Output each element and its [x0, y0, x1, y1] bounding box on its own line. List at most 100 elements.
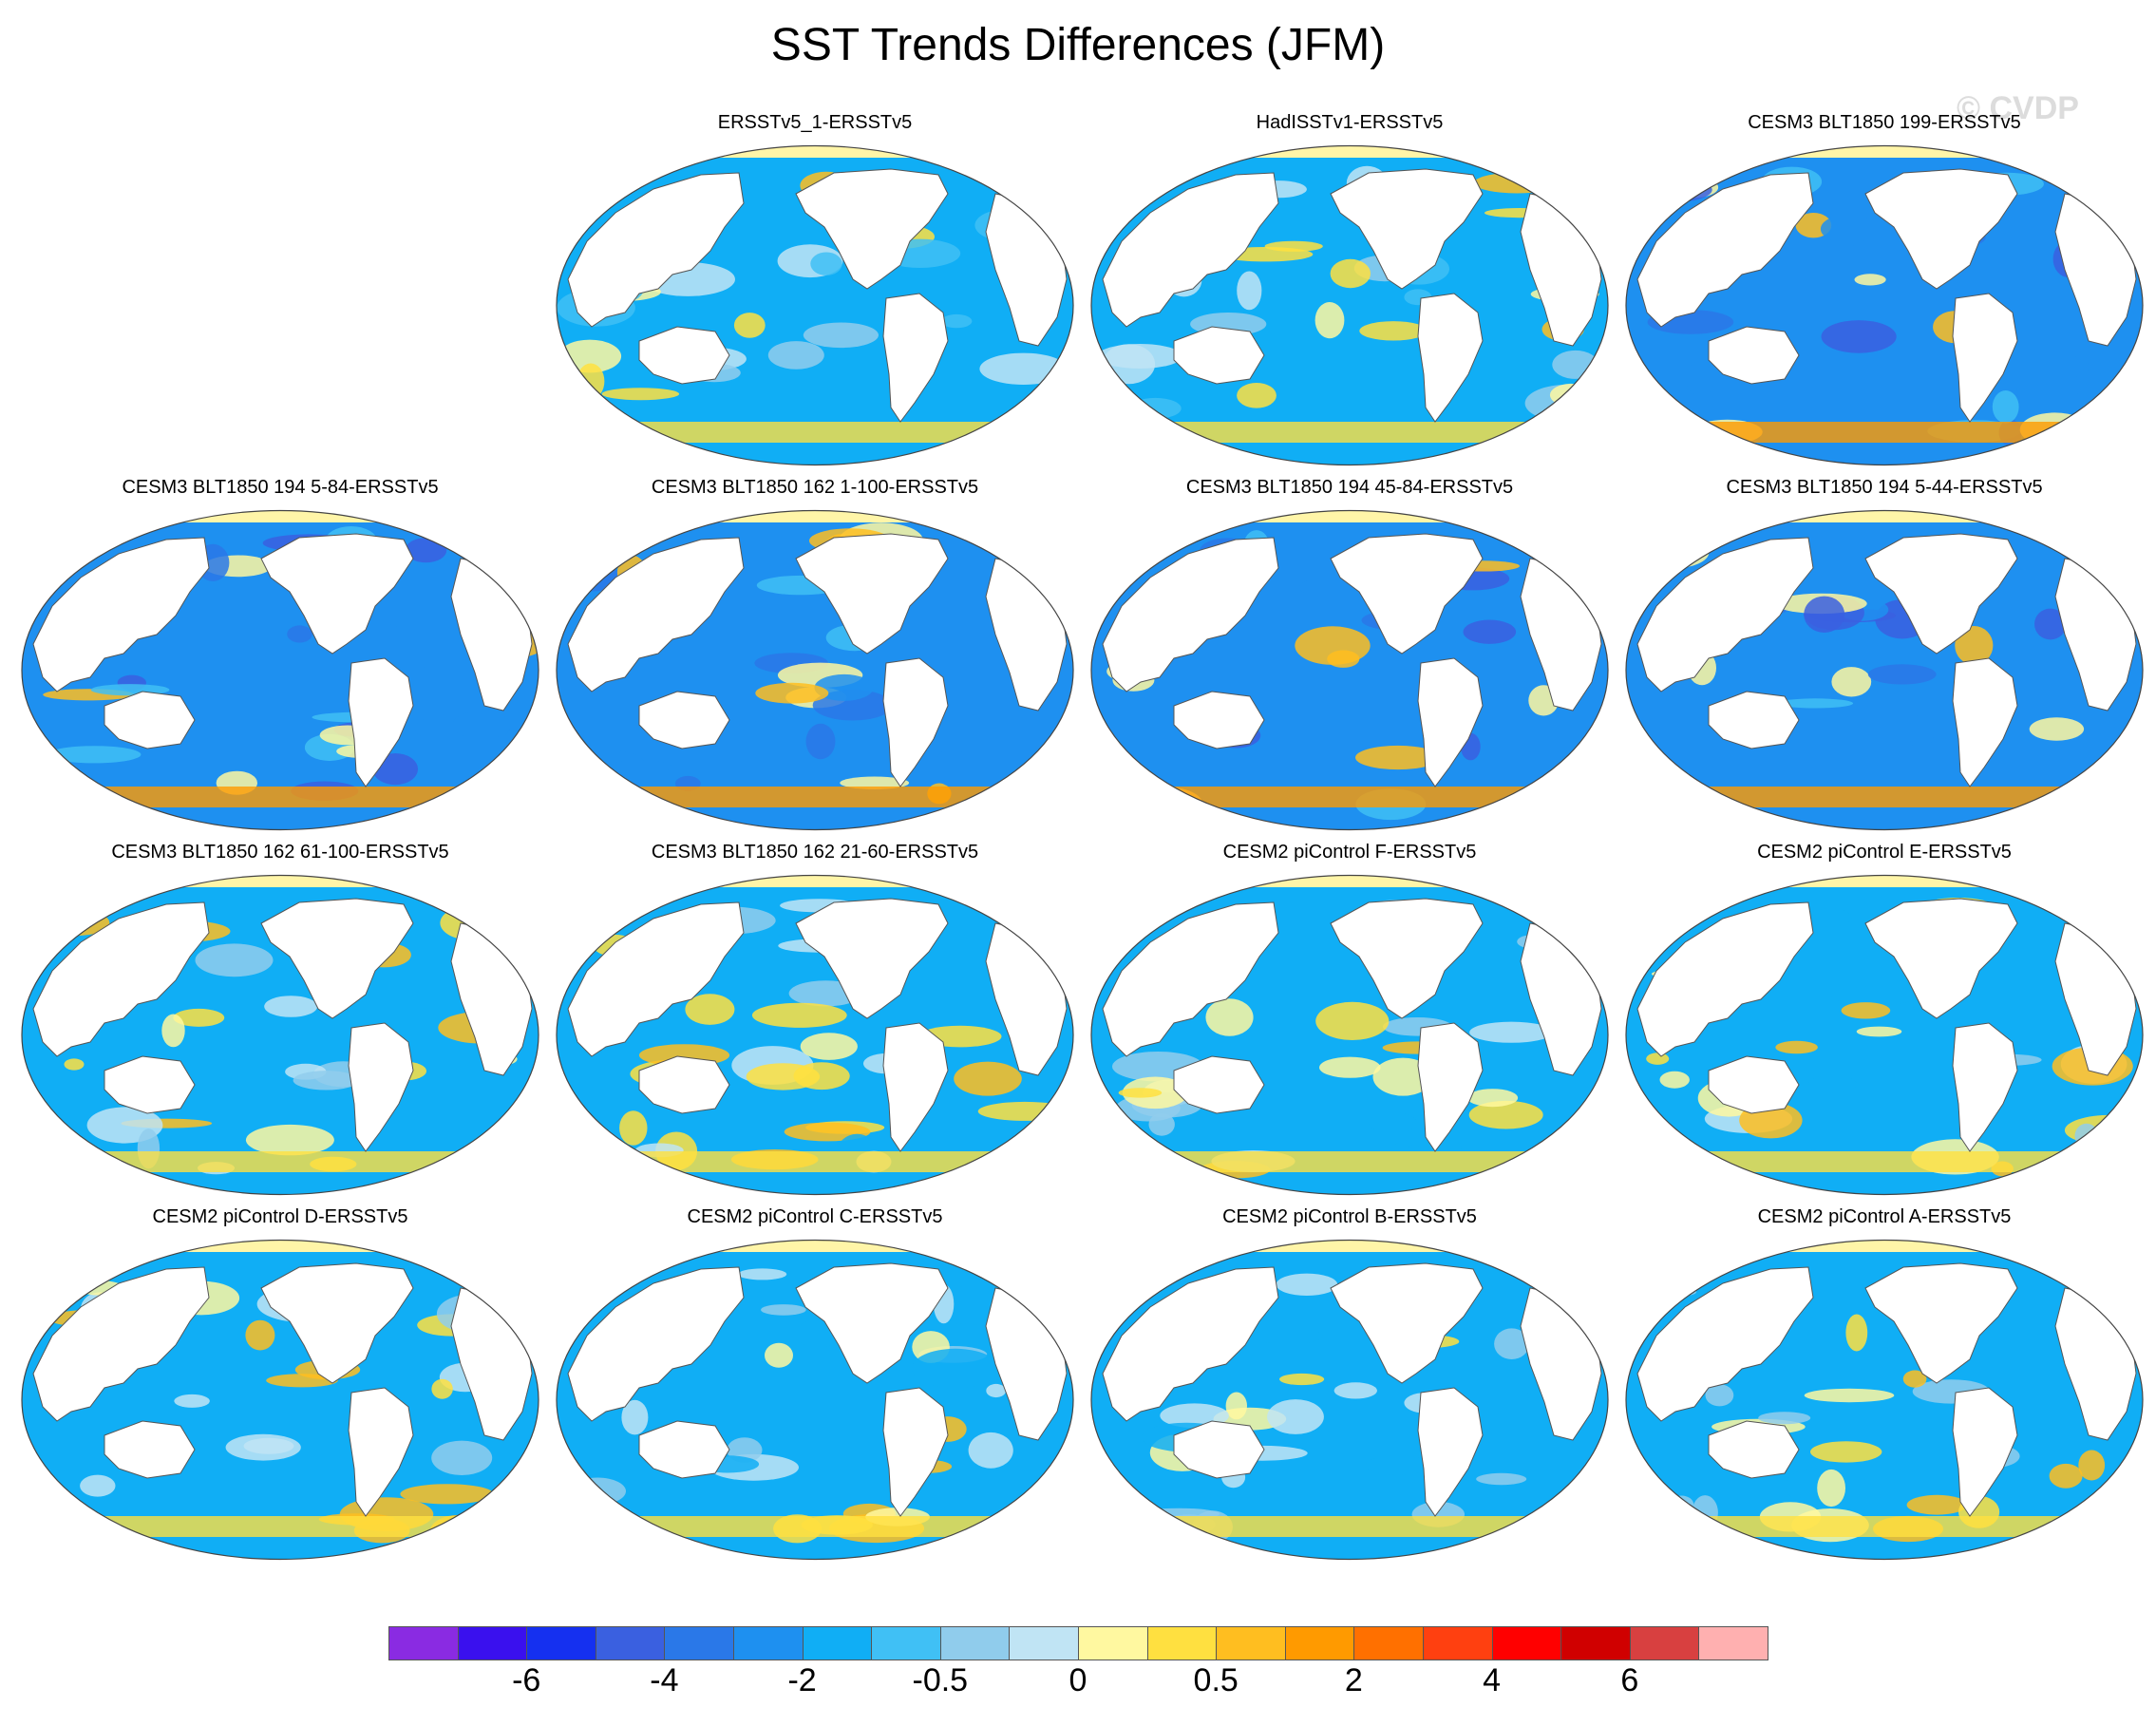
robinson-map — [21, 1239, 539, 1561]
map-panel: CESM2 piControl E-ERSSTv5 — [1618, 842, 2150, 1207]
anomaly-patch — [405, 538, 447, 563]
southern-ocean-band — [1122, 422, 1578, 443]
colorbar-tick-label: -0.5 — [912, 1662, 969, 1698]
land-mass — [1173, 691, 1265, 749]
land-mass — [348, 1387, 414, 1517]
colorbar-box — [871, 1626, 941, 1660]
colorbar-box — [1423, 1626, 1493, 1660]
anomaly-patch — [2075, 895, 2128, 923]
anomaly-patch — [1646, 1053, 1670, 1065]
colorbar-box — [733, 1626, 804, 1660]
colorbar-tick-label: 6 — [1620, 1662, 1639, 1698]
land-mass — [1102, 172, 1279, 328]
southern-ocean-band — [587, 1151, 1043, 1172]
anomaly-patch — [1279, 1373, 1325, 1386]
anomaly-patch — [1469, 1021, 1554, 1043]
land-mass — [638, 326, 730, 385]
anomaly-patch — [810, 252, 842, 275]
anomaly-patch — [1830, 986, 1920, 1006]
land-mass — [1952, 1387, 2018, 1517]
anomaly-patch — [767, 341, 824, 370]
land-mass — [795, 533, 949, 654]
colorbar-box — [457, 1626, 528, 1660]
map-panel: HadISSTv1-ERSSTv5 — [1084, 112, 1616, 478]
colorbar — [388, 1626, 1768, 1660]
colorbar-box — [802, 1626, 873, 1660]
land-mass — [32, 1266, 210, 1422]
map-panel: CESM2 piControl D-ERSSTv5 — [14, 1206, 546, 1572]
anomaly-patch — [461, 793, 539, 812]
anomaly-patch — [1808, 1075, 1857, 1093]
anomaly-patch — [1473, 172, 1560, 194]
southern-ocean-band — [587, 422, 1043, 443]
land-mass — [795, 168, 949, 290]
anomaly-patch — [761, 1304, 806, 1316]
arctic-band — [1732, 875, 2036, 887]
anomaly-patch — [1225, 1392, 1247, 1420]
anomaly-patch — [431, 1378, 453, 1399]
anomaly-patch — [1902, 1370, 1927, 1388]
arctic-band — [1732, 145, 2036, 158]
anomaly-patch — [1659, 1071, 1690, 1089]
cvdp-watermark: © CVDP — [1957, 90, 2079, 126]
anomaly-patch — [1552, 350, 1598, 379]
anomaly-patch — [619, 1110, 648, 1146]
map-border — [1090, 509, 1609, 831]
anomaly-patch — [1906, 1494, 1968, 1515]
anomaly-patch — [64, 1058, 85, 1071]
panel-title: CESM3 BLT1850 194 45-84-ERSSTv5 — [1185, 477, 1514, 498]
anomaly-patch — [1777, 698, 1854, 709]
colorbar-tick-label: 2 — [1344, 1662, 1363, 1698]
anomaly-patch — [569, 1477, 626, 1506]
anomaly-patch — [1463, 619, 1517, 644]
anomaly-patch — [755, 682, 829, 704]
anomaly-patch — [1314, 302, 1345, 339]
robinson-map — [556, 144, 1074, 466]
land-mass — [32, 901, 210, 1057]
anomaly-patch — [1808, 908, 1852, 927]
anomaly-patch — [1705, 1384, 1734, 1407]
anomaly-patch — [1467, 1089, 1519, 1108]
map-panel: CESM3 BLT1850 162 61-100-ERSSTv5 — [14, 842, 546, 1207]
figure-title: SST Trends Differences (JFM) — [770, 20, 1386, 70]
land-mass — [1417, 1387, 1484, 1517]
panel-title: CESM2 piControl B-ERSSTv5 — [1222, 1206, 1477, 1227]
land-mass — [1708, 326, 1800, 385]
anomaly-patch — [1758, 1412, 1811, 1425]
land-mass — [1417, 1022, 1484, 1152]
land-mass — [567, 901, 745, 1057]
southern-ocean-band — [1122, 1516, 1578, 1537]
southern-ocean-band — [1122, 1151, 1578, 1172]
anomaly-patch — [979, 352, 1068, 385]
southern-ocean-band — [52, 1151, 508, 1172]
land-mass — [795, 1262, 949, 1384]
arctic-band — [663, 875, 967, 887]
land-mass — [104, 1420, 196, 1479]
land-mass — [1636, 1266, 1814, 1422]
anomaly-patch — [1854, 274, 1886, 286]
anomaly-patch — [1359, 321, 1428, 341]
land-mass — [1330, 898, 1484, 1019]
land-mass — [260, 533, 414, 654]
anomaly-patch — [452, 711, 512, 740]
anomaly-patch — [287, 625, 312, 643]
map-border — [556, 509, 1074, 831]
anomaly-patch — [264, 996, 318, 1017]
anomaly-patch — [1333, 1382, 1377, 1399]
anomaly-patch — [1817, 1469, 1845, 1508]
colorbar-box — [1698, 1626, 1768, 1660]
colorbar-tick-label: 0.5 — [1193, 1662, 1239, 1698]
land-mass — [1864, 168, 2018, 290]
colorbar-tick-label: 4 — [1483, 1662, 1502, 1698]
anomaly-patch — [793, 1062, 850, 1091]
map-border — [556, 1239, 1074, 1561]
anomaly-patch — [1867, 664, 1937, 685]
colorbar-box — [1629, 1626, 1700, 1660]
land-mass — [1173, 1055, 1265, 1114]
anomaly-patch — [463, 778, 516, 795]
anomaly-patch — [577, 784, 605, 796]
anomaly-patch — [1264, 240, 1323, 252]
anomaly-patch — [601, 388, 680, 401]
land-mass — [1173, 1420, 1265, 1479]
anomaly-patch — [1653, 1286, 1697, 1298]
